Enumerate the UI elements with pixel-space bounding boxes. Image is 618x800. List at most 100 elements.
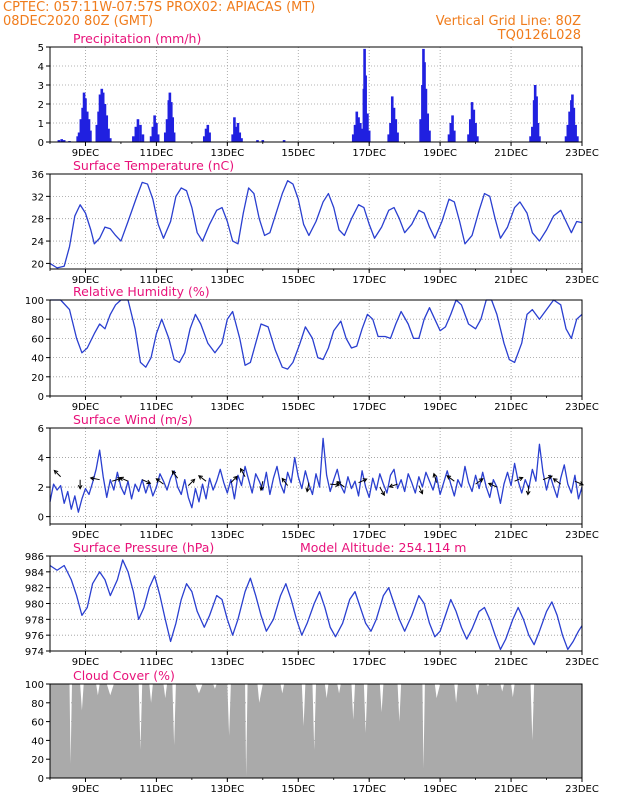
precip-bar [103,104,107,142]
precip-bar [538,136,541,142]
panel-frame [49,427,583,525]
precip-bar [165,119,169,142]
precip-bar [100,88,104,142]
x-tick-label: 13DEC [210,275,244,286]
y-tick-label: 984 [25,568,44,579]
y-tick-label: 100 [25,296,44,307]
wind-arrow [240,467,246,477]
wind-arrow [388,483,398,489]
precip-bar [233,117,236,142]
y-tick-label: 60 [31,334,44,345]
precip-bar [169,102,173,142]
precip-bar [529,136,532,142]
header-left-line2: 08DEC2020 80Z (GMT) [3,14,154,29]
x-tick-label: 17DEC [352,148,386,159]
wind-arrow [379,486,385,497]
wind-arrow [89,476,100,481]
x-tick-label: 19DEC [423,148,457,159]
x-tick-label: 11DEC [140,402,174,413]
precip-bar [153,115,156,142]
precip-bar [136,119,140,142]
x-tick-label: 15DEC [281,275,315,286]
wind-arrow [230,475,238,483]
wind-arrow [305,482,311,493]
y-tick-label: 3 [38,81,44,92]
precip-bar [141,134,145,142]
precip-bar [206,124,210,142]
precip-bar [571,94,574,142]
precip-bar [533,85,537,142]
wind-arrow [171,470,179,479]
precip-bar [470,102,474,142]
precip-bar [476,136,479,142]
x-tick-label: 11DEC [140,148,174,159]
precip-bar [474,123,477,142]
x-tick-label: 17DEC [352,402,386,413]
y-tick-label: 0 [38,513,44,524]
panel-frame [49,683,583,779]
precip-bar [77,132,81,142]
x-tick-label: 21DEC [494,657,528,668]
x-tick-label: 13DEC [210,402,244,413]
precip-bar [357,117,360,142]
wind-arrow [487,482,498,488]
x-tick-label: 23DEC [565,530,599,541]
precip-bar [453,130,456,142]
precip-bar [396,132,399,142]
precip-bar [451,115,454,142]
precip-bar [366,113,369,142]
panel-wind: 0 2 4 6 9DEC 11DEC 13DEC 15DEC 17DEC 19DEC 21DEC 23… [38,412,599,541]
wind-arrow [155,478,164,485]
panel-frame [49,46,583,143]
y-tick-label: 980 [25,600,44,611]
x-tick-label: 23DEC [565,657,599,668]
x-tick-label: 23DEC [565,275,599,286]
wind-arrow [336,481,345,488]
x-tick-label: 11DEC [140,530,174,541]
series-line [49,559,583,651]
wind-arrow [514,476,524,482]
panel-temperature: 20 24 28 32 36 9DEC 11DEC 13DEC 15DEC 17DEC 19DEC 2… [31,158,599,286]
series-line [49,180,583,269]
wind-arrow [187,478,196,486]
precip-bar [428,130,431,142]
panel-precipitation: 0 1 2 3 4 5 9DEC 11DEC 13DEC 15DEC 17DEC 19DEC 21DEC… [38,31,599,159]
wind-arrow [77,479,83,490]
precip-bar [238,132,242,142]
precip-bar [85,111,89,142]
panel-title: Precipitation (mm/h) [73,31,201,46]
x-tick-label: 11DEC [140,784,174,795]
panel-title: Surface Pressure (hPa) [73,540,214,555]
precip-bar [364,75,367,142]
x-tick-label: 21DEC [494,148,528,159]
precip-bar [449,123,453,142]
y-tick-label: 982 [25,584,44,595]
precip-bar [60,139,64,142]
x-tick-label: 17DEC [352,275,386,286]
precip-bar [171,117,175,142]
precip-bar [426,113,430,142]
precip-bar [134,126,138,142]
x-tick-label: 23DEC [565,148,599,159]
precip-bar [172,132,176,142]
header-left-line1: CPTEC: 057:11W-07:57S PROX02: APIACAS (M… [3,0,316,15]
y-tick-label: 2 [38,100,44,111]
precip-bar [202,136,206,142]
panel-frame [49,555,583,652]
y-tick-label: 6 [38,424,44,435]
y-tick-label: 20 [31,373,44,384]
y-tick-label: 2 [38,483,44,494]
precip-bar [98,94,102,142]
x-tick-label: 17DEC [352,530,386,541]
precip-bar [163,132,167,142]
y-tick-label: 36 [31,170,44,181]
x-tick-label: 9DEC [72,657,99,668]
x-tick-label: 13DEC [210,784,244,795]
precip-bar [240,138,243,142]
wind-arrow [118,476,129,482]
precip-bar [155,123,158,142]
wind-arrow [552,478,562,485]
precip-bar [419,119,422,142]
wind-arrow [418,485,424,495]
x-tick-label: 19DEC [423,402,457,413]
